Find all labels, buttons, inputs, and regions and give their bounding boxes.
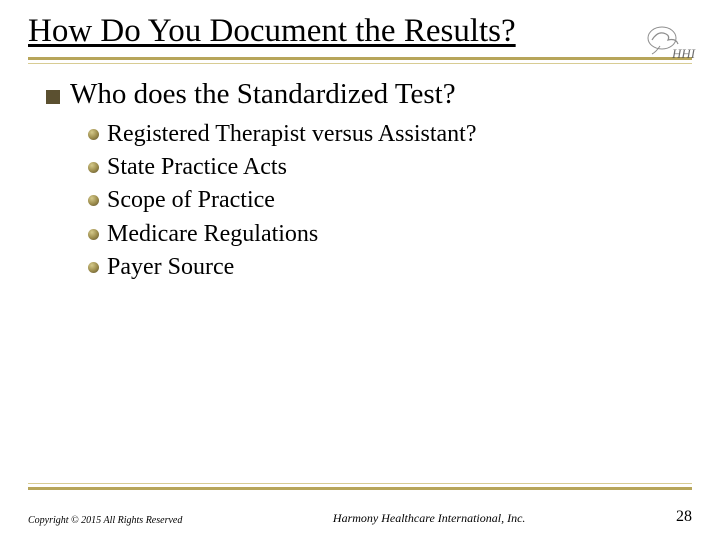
- round-bullet-icon: [88, 262, 99, 273]
- round-bullet-icon: [88, 195, 99, 206]
- slide: HHI How Do You Document the Results? Who…: [0, 0, 720, 540]
- bullet-l2-text: Medicare Regulations: [107, 219, 318, 250]
- bullet-l2-text: Scope of Practice: [107, 185, 275, 216]
- footer: Copyright © 2015 All Rights Reserved Har…: [28, 508, 692, 526]
- bullet-l2-text: State Practice Acts: [107, 152, 287, 183]
- bullet-level2: Registered Therapist versus Assistant?: [88, 119, 688, 150]
- page-number: 28: [676, 508, 692, 526]
- sub-bullet-list: Registered Therapist versus Assistant? S…: [46, 119, 688, 283]
- round-bullet-icon: [88, 162, 99, 173]
- square-bullet-icon: [46, 90, 60, 104]
- round-bullet-icon: [88, 129, 99, 140]
- bullet-l2-text: Registered Therapist versus Assistant?: [107, 119, 477, 150]
- footer-rule-dark: [28, 487, 692, 490]
- content-area: Who does the Standardized Test? Register…: [28, 64, 692, 283]
- organization-text: Harmony Healthcare International, Inc.: [333, 511, 526, 526]
- footer-rule-light: [28, 483, 692, 484]
- logo-text: HHI: [671, 46, 696, 61]
- copyright-text: Copyright © 2015 All Rights Reserved: [28, 515, 182, 526]
- bullet-level2: State Practice Acts: [88, 152, 688, 183]
- slide-title: How Do You Document the Results?: [28, 12, 692, 51]
- title-rule-dark: [28, 57, 692, 60]
- bullet-level1: Who does the Standardized Test?: [46, 78, 688, 111]
- bullet-level2: Medicare Regulations: [88, 219, 688, 250]
- bullet-l2-text: Payer Source: [107, 252, 234, 283]
- hhi-logo: HHI: [642, 18, 698, 66]
- bullet-level2: Payer Source: [88, 252, 688, 283]
- round-bullet-icon: [88, 229, 99, 240]
- bullet-l1-text: Who does the Standardized Test?: [70, 78, 456, 111]
- bullet-level2: Scope of Practice: [88, 185, 688, 216]
